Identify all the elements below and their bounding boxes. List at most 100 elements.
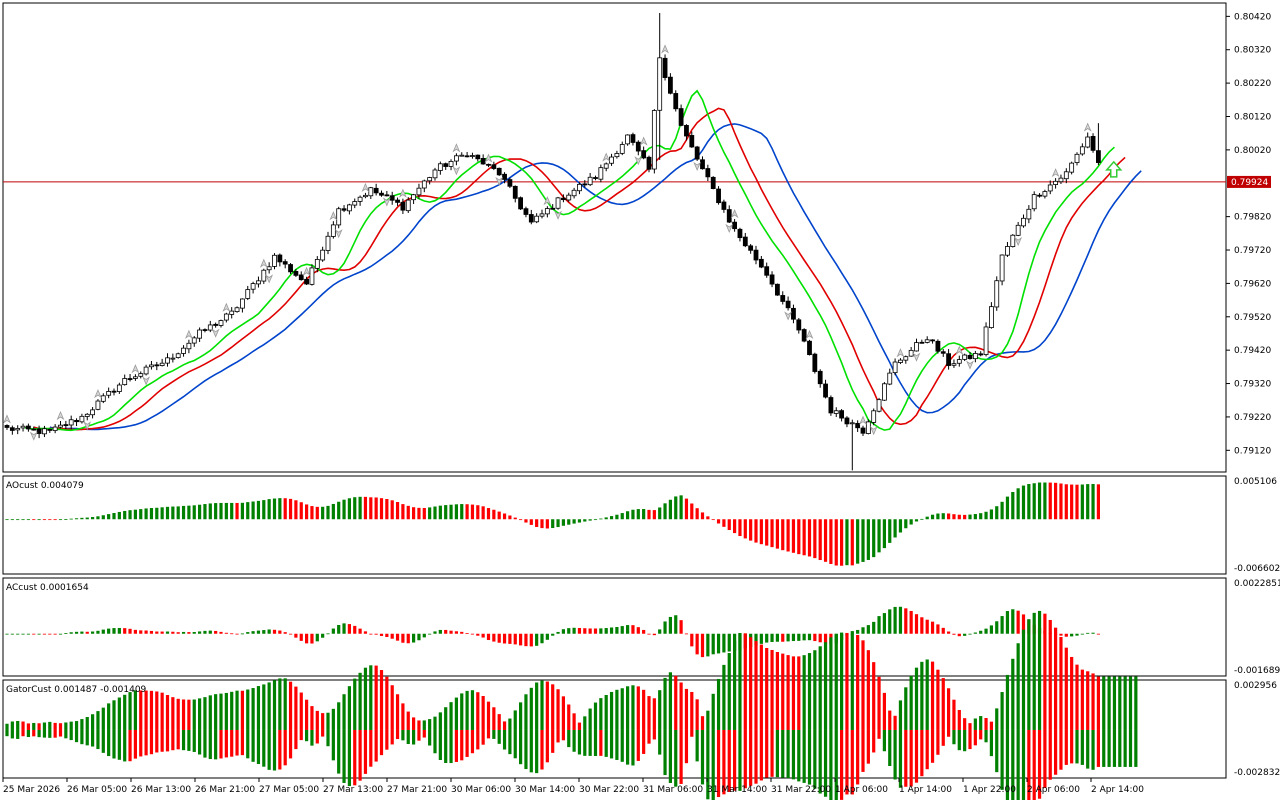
candle-body[interactable] (619, 144, 625, 154)
candle-body[interactable] (213, 323, 219, 326)
candle-body[interactable] (807, 340, 812, 356)
candle-body[interactable] (234, 307, 240, 313)
candle-body[interactable] (582, 183, 588, 186)
candle-body[interactable] (207, 324, 213, 331)
panel-frame-ao[interactable] (2, 475, 1227, 575)
candle-body[interactable] (518, 197, 523, 210)
candle-body[interactable] (1021, 217, 1026, 227)
candle-body[interactable] (223, 313, 229, 321)
candle-body[interactable] (742, 236, 748, 247)
candle-body[interactable] (443, 163, 449, 167)
candle-body[interactable] (486, 163, 491, 166)
candle-body[interactable] (614, 153, 620, 158)
candle-body[interactable] (817, 370, 823, 385)
candle-body[interactable] (930, 339, 935, 342)
candle-body[interactable] (20, 425, 26, 429)
candle-body[interactable] (58, 424, 63, 428)
candle-body[interactable] (737, 228, 743, 239)
candle-body[interactable] (138, 373, 144, 377)
candle-body[interactable] (1053, 180, 1058, 185)
candle-body[interactable] (603, 163, 609, 169)
candle-body[interactable] (437, 163, 443, 171)
candle-body[interactable] (956, 359, 962, 364)
candle-body[interactable] (100, 395, 106, 402)
candle-body[interactable] (539, 213, 545, 217)
candle-body[interactable] (1058, 177, 1064, 183)
candle-body[interactable] (239, 298, 245, 309)
candle-body[interactable] (882, 383, 887, 401)
candle-body[interactable] (84, 413, 90, 417)
candle-body[interactable] (1096, 150, 1101, 163)
candle-body[interactable] (823, 383, 828, 398)
candle-body[interactable] (940, 351, 946, 354)
candle-body[interactable] (1026, 208, 1032, 220)
candle-body[interactable] (31, 428, 37, 431)
candle-body[interactable] (36, 428, 42, 434)
candle-body[interactable] (197, 329, 203, 339)
candle-body[interactable] (571, 189, 577, 197)
panel-frame-gator[interactable] (2, 679, 1227, 779)
candle-body[interactable] (684, 125, 689, 137)
candle-body[interactable] (844, 417, 850, 425)
candle-body[interactable] (400, 201, 406, 211)
candle-body[interactable] (625, 134, 630, 145)
candle-body[interactable] (914, 342, 919, 352)
candle-body[interactable] (726, 209, 732, 223)
candle-body[interactable] (384, 194, 390, 197)
candle-body[interactable] (646, 156, 652, 170)
candle-body[interactable] (4, 425, 10, 428)
candle-body[interactable] (791, 307, 796, 320)
candle-body[interactable] (983, 326, 989, 355)
candle-body[interactable] (416, 187, 422, 196)
candle-body[interactable] (1074, 153, 1080, 163)
candle-body[interactable] (1005, 246, 1010, 256)
candle-body[interactable] (9, 427, 15, 431)
candle-body[interactable] (555, 197, 561, 209)
candle-body[interactable] (475, 154, 481, 160)
candle-body[interactable] (95, 400, 101, 410)
candle-body[interactable] (544, 208, 550, 215)
candle-body[interactable] (282, 261, 288, 265)
candle-body[interactable] (261, 269, 267, 282)
candle-body[interactable] (314, 259, 320, 269)
candle-body[interactable] (630, 134, 636, 143)
candle-body[interactable] (732, 221, 737, 230)
candle-body[interactable] (352, 201, 358, 206)
candle-body[interactable] (705, 168, 711, 178)
candle-body[interactable] (368, 187, 374, 197)
candle-body[interactable] (721, 201, 727, 210)
candle-body[interactable] (1015, 224, 1021, 236)
candle-body[interactable] (111, 390, 117, 393)
panel-frame-main[interactable] (2, 2, 1227, 473)
candle-body[interactable] (935, 340, 941, 352)
candle-body[interactable] (892, 361, 898, 374)
candle-body[interactable] (598, 167, 604, 180)
candle-body[interactable] (42, 428, 47, 435)
candle-body[interactable] (689, 135, 695, 148)
candle-body[interactable] (967, 355, 973, 360)
candle-body[interactable] (470, 155, 475, 157)
candle-body[interactable] (411, 194, 417, 201)
candle-body[interactable] (1047, 184, 1053, 192)
candle-body[interactable] (775, 283, 780, 296)
candle-body[interactable] (143, 366, 149, 375)
candle-body[interactable] (561, 197, 566, 201)
candle-body[interactable] (293, 271, 299, 276)
candle-body[interactable] (641, 150, 647, 159)
candle-body[interactable] (999, 254, 1005, 282)
candle-body[interactable] (668, 76, 673, 94)
candle-body[interactable] (758, 258, 764, 268)
candle-body[interactable] (1085, 136, 1091, 148)
candle-body[interactable] (908, 349, 914, 357)
candle-body[interactable] (978, 353, 984, 356)
candle-body[interactable] (191, 337, 197, 344)
candle-body[interactable] (753, 249, 759, 261)
candle-body[interactable] (363, 194, 368, 198)
candle-body[interactable] (320, 249, 326, 261)
candle-body[interactable] (507, 179, 513, 187)
candle-body[interactable] (1090, 135, 1096, 151)
candle-body[interactable] (694, 146, 700, 160)
candle-body[interactable] (480, 157, 486, 165)
candle-body[interactable] (1037, 194, 1042, 197)
